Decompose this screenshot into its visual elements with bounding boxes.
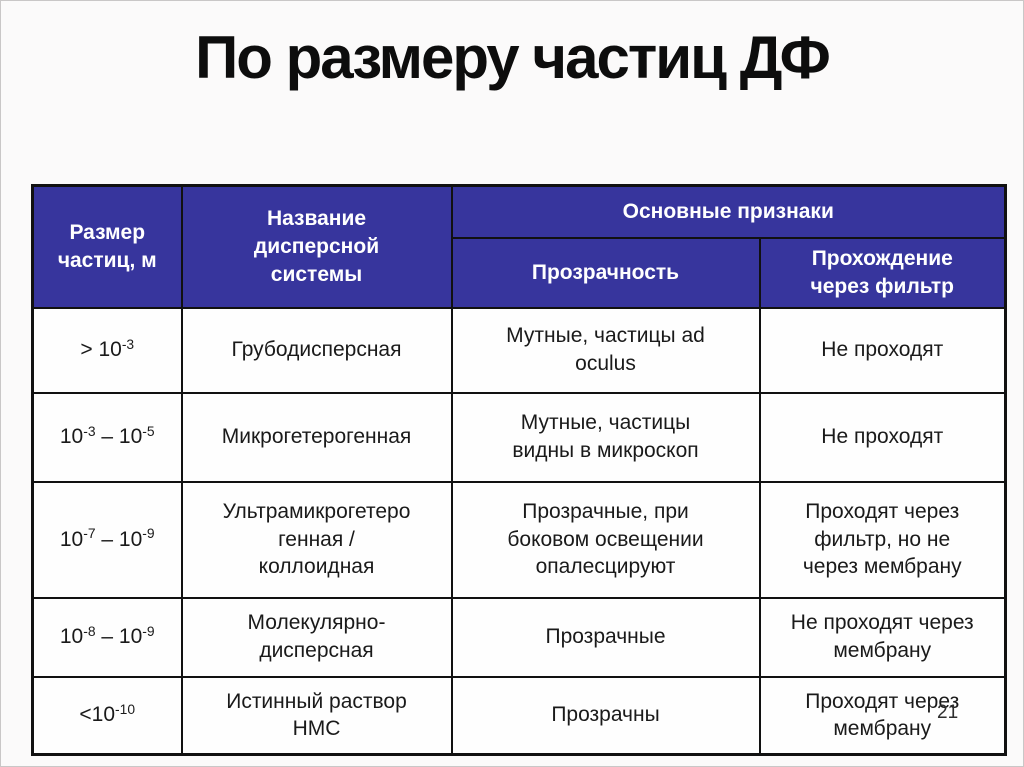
superscript-exponent: -3 bbox=[83, 422, 96, 439]
cell-transparency: Прозрачные, при боковом освещении опалес… bbox=[450, 480, 761, 599]
dispersion-table: Размер частиц, м Название дисперсной сис… bbox=[31, 184, 1007, 756]
cell-filter-passage: Не проходят bbox=[758, 391, 1007, 483]
cell-particle-size: <10-10 bbox=[31, 675, 183, 756]
cell-system-name: Молекулярно- дисперсная bbox=[180, 596, 453, 678]
cell-transparency: Прозрачные bbox=[450, 596, 761, 678]
table-body: > 10-3 Грубодисперсная Мутные, частицы ad … bbox=[31, 306, 1007, 756]
col-header-name: Название дисперсной системы bbox=[180, 184, 453, 309]
cell-transparency: Мутные, частицы видны в микроскоп bbox=[450, 391, 761, 483]
table-row: 10-3 – 10-5 Микрогетерогенная Мутные, част… bbox=[31, 391, 1007, 483]
table-row: > 10-3 Грубодисперсная Мутные, частицы ad … bbox=[31, 306, 1007, 394]
table-row: <10-10 Истинный раствор НМС Прозрачны Прохо… bbox=[31, 675, 1007, 756]
cell-system-name: Ультрамикрогетеро генная / коллоидная bbox=[180, 480, 453, 599]
page-title: По размеру частиц ДФ bbox=[195, 24, 831, 91]
superscript-exponent: -10 bbox=[115, 700, 136, 717]
table-header: Размер частиц, м Название дисперсной сис… bbox=[31, 184, 1007, 309]
cell-particle-size: 10-3 – 10-5 bbox=[31, 391, 183, 483]
cell-system-name: Грубодисперсная bbox=[180, 306, 453, 394]
superscript-exponent: -7 bbox=[83, 525, 96, 542]
cell-particle-size: 10-8 – 10-9 bbox=[31, 596, 183, 678]
superscript-exponent: -9 bbox=[142, 622, 155, 639]
superscript-exponent: -3 bbox=[121, 335, 135, 352]
cell-filter-passage: Не проходят bbox=[758, 306, 1007, 394]
cell-transparency: Прозрачны bbox=[450, 675, 761, 756]
superscript-exponent: -8 bbox=[83, 622, 96, 639]
cell-transparency: Мутные, частицы ad oculus bbox=[450, 306, 761, 394]
table-row: 10-7 – 10-9 Ультрамикрогетеро генная / ко… bbox=[31, 480, 1007, 599]
cell-particle-size: > 10-3 bbox=[31, 306, 183, 394]
table-header-row-top: Размер частиц, м Название дисперсной сис… bbox=[31, 184, 1007, 309]
col-header-size: Размер частиц, м bbox=[31, 184, 183, 309]
superscript-exponent: -5 bbox=[142, 422, 155, 439]
table-header-row-sub: Прозрачность Прохождение через фильтр bbox=[33, 236, 1007, 309]
col-header-group-main: Основные признаки bbox=[450, 184, 1007, 239]
page-number: 21 bbox=[937, 702, 959, 723]
cell-filter-passage: Не проходят через мембрану bbox=[758, 596, 1007, 678]
table-row: 10-8 – 10-9 Молекулярно- дисперсная Прозра… bbox=[31, 596, 1007, 678]
cell-filter-passage: Проходят через фильтр, но не через мембр… bbox=[758, 480, 1007, 599]
cell-system-name: Микрогетерогенная bbox=[180, 391, 453, 483]
col-header-transparency: Прозрачность bbox=[450, 236, 761, 309]
col-header-filter: Прохождение через фильтр bbox=[758, 236, 1007, 309]
cell-system-name: Истинный раствор НМС bbox=[180, 675, 453, 756]
superscript-exponent: -9 bbox=[142, 525, 155, 542]
cell-particle-size: 10-7 – 10-9 bbox=[31, 480, 183, 599]
cell-filter-passage: Проходят через мембрану bbox=[758, 675, 1007, 756]
